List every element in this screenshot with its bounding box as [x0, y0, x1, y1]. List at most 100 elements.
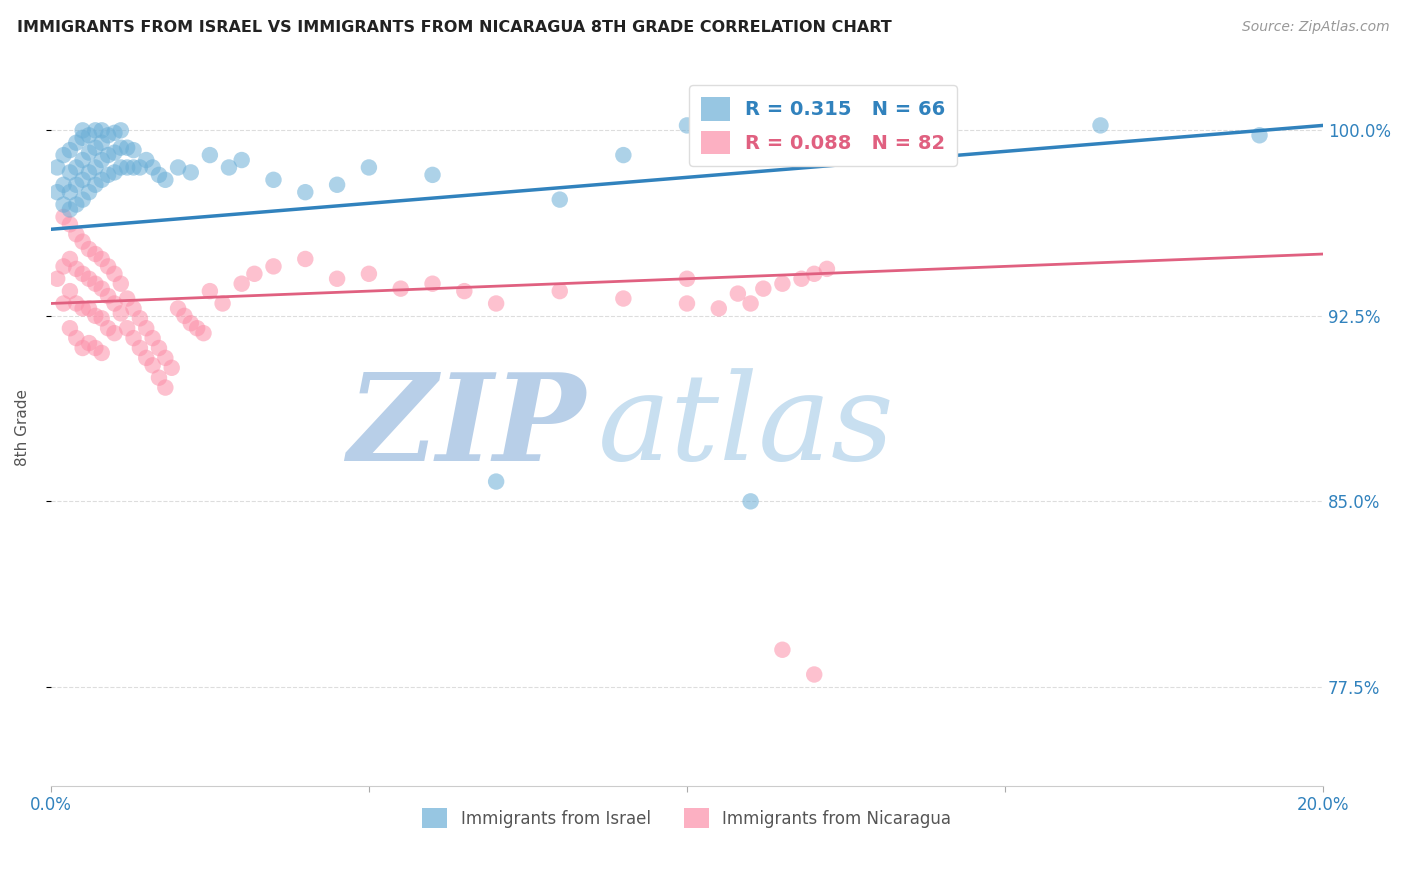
Point: [52, 210, 75, 224]
Point: [59, 321, 82, 335]
Point: [115, 321, 138, 335]
Point: [72, 301, 94, 316]
Point: [160, 360, 183, 375]
Point: [77, 336, 100, 351]
Point: [90, 346, 112, 360]
Point: [243, 267, 266, 281]
Point: [90, 282, 112, 296]
Point: [103, 145, 125, 160]
Point: [790, 272, 813, 286]
Point: [218, 161, 240, 175]
Point: [135, 321, 157, 335]
Point: [155, 173, 177, 187]
Point: [115, 141, 138, 155]
Point: [103, 326, 125, 341]
Point: [72, 130, 94, 145]
Point: [193, 326, 215, 341]
Point: [59, 252, 82, 266]
Point: [115, 161, 138, 175]
Y-axis label: 8th Grade: 8th Grade: [15, 389, 30, 466]
Point: [186, 321, 208, 335]
Point: [294, 185, 316, 199]
Point: [59, 165, 82, 179]
Point: [167, 161, 190, 175]
Point: [90, 252, 112, 266]
Point: [84, 309, 107, 323]
Point: [59, 202, 82, 217]
Point: [72, 267, 94, 281]
Point: [59, 185, 82, 199]
Point: [142, 331, 165, 345]
Point: [52, 296, 75, 310]
Point: [110, 161, 132, 175]
Point: [110, 306, 132, 320]
Point: [122, 143, 145, 157]
Point: [77, 185, 100, 199]
Point: [77, 301, 100, 316]
Point: [84, 277, 107, 291]
Point: [110, 123, 132, 137]
Point: [84, 161, 107, 175]
Point: [676, 296, 699, 310]
Point: [110, 141, 132, 155]
Point: [52, 178, 75, 192]
Point: [59, 143, 82, 157]
Point: [77, 128, 100, 143]
Point: [84, 247, 107, 261]
Point: [770, 642, 793, 657]
Point: [231, 153, 253, 167]
Text: Source: ZipAtlas.com: Source: ZipAtlas.com: [1241, 20, 1389, 34]
Point: [52, 197, 75, 211]
Point: [65, 197, 87, 211]
Point: [110, 277, 132, 291]
Legend: Immigrants from Israel, Immigrants from Nicaragua: Immigrants from Israel, Immigrants from …: [416, 801, 957, 835]
Point: [155, 381, 177, 395]
Point: [294, 252, 316, 266]
Point: [59, 218, 82, 232]
Point: [211, 296, 233, 310]
Point: [122, 161, 145, 175]
Point: [389, 282, 412, 296]
Point: [77, 242, 100, 256]
Point: [135, 351, 157, 365]
Point: [72, 173, 94, 187]
Point: [77, 165, 100, 179]
Point: [84, 123, 107, 137]
Point: [65, 136, 87, 150]
Point: [65, 331, 87, 345]
Point: [97, 128, 120, 143]
Point: [180, 316, 202, 330]
Text: ZIP: ZIP: [347, 368, 585, 486]
Point: [128, 161, 150, 175]
Point: [122, 301, 145, 316]
Point: [931, 123, 953, 137]
Point: [357, 267, 380, 281]
Point: [115, 292, 138, 306]
Point: [485, 475, 508, 489]
Point: [103, 165, 125, 179]
Point: [103, 267, 125, 281]
Point: [46, 272, 69, 286]
Point: [65, 161, 87, 175]
Point: [103, 296, 125, 310]
Point: [740, 494, 762, 508]
Point: [97, 260, 120, 274]
Point: [1249, 128, 1271, 143]
Point: [707, 301, 730, 316]
Point: [148, 341, 170, 355]
Point: [198, 284, 221, 298]
Point: [97, 148, 120, 162]
Point: [263, 260, 285, 274]
Point: [548, 284, 571, 298]
Point: [453, 284, 475, 298]
Point: [52, 148, 75, 162]
Point: [148, 370, 170, 384]
Point: [97, 321, 120, 335]
Point: [180, 165, 202, 179]
Point: [72, 153, 94, 167]
Point: [90, 136, 112, 150]
Point: [72, 341, 94, 355]
Point: [676, 272, 699, 286]
Point: [485, 296, 508, 310]
Point: [90, 311, 112, 326]
